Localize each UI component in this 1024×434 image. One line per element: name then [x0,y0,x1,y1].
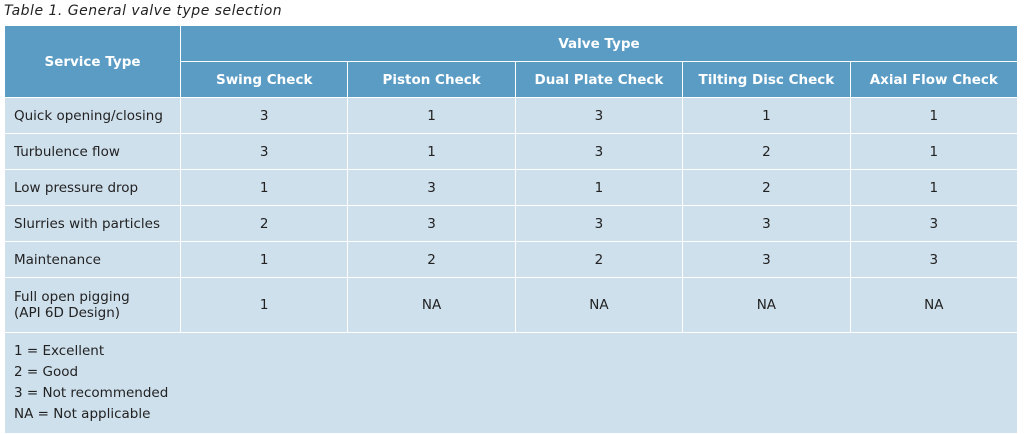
valve-selection-table: Service Type Valve Type Swing Check Pisto… [4,25,1019,434]
rating-cell: 1 [849,133,1019,170]
rating-cell: 3 [849,205,1019,242]
service-type-cell: Maintenance [4,241,181,278]
service-type-cell: Quick opening/closing [4,97,181,134]
rating-cell: 3 [514,205,684,242]
table-row: Low pressure drop 1 3 1 2 1 [4,169,1019,206]
rating-cell: 1 [514,169,684,206]
column-header: Piston Check [347,61,516,98]
legend-item: 3 = Not recommended [14,385,169,401]
rating-cell: 3 [682,205,851,242]
table-row: Slurries with particles 2 3 3 3 3 [4,205,1019,242]
rating-cell: 3 [849,241,1019,278]
column-header: Dual Plate Check [514,61,684,98]
rating-cell: 1 [347,97,516,134]
column-header: Swing Check [179,61,349,98]
rating-cell: 2 [682,133,851,170]
rating-cell: 3 [179,133,349,170]
rating-cell: NA [347,277,516,333]
table-row: Quick opening/closing 3 1 3 1 1 [4,97,1019,134]
header-service-type: Service Type [4,25,181,98]
rating-cell: 1 [179,169,349,206]
rating-cell: 2 [682,169,851,206]
rating-cell: 3 [682,241,851,278]
table-caption: Table 1. General valve type selection [4,3,283,19]
service-label-line2: (API 6D Design) [14,305,121,321]
rating-cell: NA [514,277,684,333]
rating-cell: 3 [179,97,349,134]
rating-cell: 1 [849,169,1019,206]
column-header: Tilting Disc Check [682,61,851,98]
legend-item: 1 = Excellent [14,343,105,359]
rating-cell: 1 [179,241,349,278]
rating-cell: 3 [514,97,684,134]
rating-cell: 1 [179,277,349,333]
table-row: Full open pigging (API 6D Design) 1 NA NA NA N… [4,277,1019,333]
service-type-cell: Slurries with particles [4,205,181,242]
rating-cell: 2 [514,241,684,278]
rating-cell: NA [849,277,1019,333]
service-label: Full open pigging [14,289,130,305]
service-type-cell: Low pressure drop [4,169,181,206]
rating-cell: 1 [347,133,516,170]
service-type-cell: Full open pigging (API 6D Design) [4,277,181,333]
column-header: Axial Flow Check [849,61,1019,98]
rating-cell: 2 [179,205,349,242]
rating-cell: 3 [347,205,516,242]
legend-cell: 1 = Excellent 2 = Good 3 = Not recommended… [4,332,1018,434]
header-valve-type: Valve Type [180,25,1018,62]
rating-cell: 3 [347,169,516,206]
service-label: Quick opening/closing [14,107,163,124]
table-row: Maintenance 1 2 2 3 3 [4,241,1019,278]
service-label: Maintenance [14,251,101,268]
rating-cell: 2 [347,241,516,278]
table-row: Turbulence flow 3 1 3 2 1 [4,133,1019,170]
service-type-cell: Turbulence flow [4,133,181,170]
rating-cell: 3 [514,133,684,170]
service-label: Slurries with particles [14,215,161,232]
legend-item: 2 = Good [14,364,79,380]
service-label: Turbulence flow [14,143,120,160]
service-label: Low pressure drop [14,179,139,196]
rating-cell: NA [682,277,851,333]
rating-cell: 1 [849,97,1019,134]
legend-item: NA = Not applicable [14,406,151,422]
rating-cell: 1 [682,97,851,134]
